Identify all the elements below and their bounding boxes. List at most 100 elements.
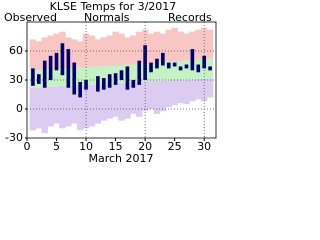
observed-bar xyxy=(143,45,147,80)
observed-bar xyxy=(166,62,171,69)
observed-bar xyxy=(60,43,65,76)
record-low-band xyxy=(47,86,54,127)
normal-band xyxy=(171,61,178,80)
observed-bar xyxy=(48,55,53,80)
record-low-band xyxy=(59,85,66,129)
observed-bar xyxy=(149,62,153,73)
legend-entry: Records xyxy=(168,11,212,24)
observed-bar xyxy=(107,74,112,88)
x-tick-label: 15 xyxy=(109,140,123,153)
observed-bar xyxy=(101,78,106,90)
record-low-band xyxy=(141,81,149,111)
record-high-band xyxy=(29,39,37,71)
record-low-band xyxy=(118,82,125,121)
record-high-band xyxy=(41,37,48,70)
record-high-band xyxy=(206,29,214,59)
record-high-band xyxy=(189,31,196,61)
record-low-band xyxy=(88,84,96,127)
observed-bar xyxy=(54,52,59,71)
record-high-band xyxy=(135,31,143,64)
record-low-band xyxy=(41,86,48,134)
record-high-band xyxy=(118,33,125,66)
record-high-band xyxy=(70,39,78,69)
record-high-band xyxy=(165,29,173,62)
record-high-band xyxy=(82,33,90,68)
record-low-band xyxy=(130,81,137,114)
observed-bar xyxy=(96,76,100,92)
legend-entry: Normals xyxy=(84,11,130,24)
record-low-band xyxy=(165,80,173,108)
record-low-band xyxy=(171,80,178,106)
record-low-band xyxy=(65,85,72,127)
record-low-band xyxy=(112,82,119,117)
record-low-band xyxy=(29,87,37,131)
record-low-band xyxy=(35,87,43,129)
normal-band xyxy=(189,60,196,80)
observed-bar xyxy=(161,52,165,66)
x-tick-label: 20 xyxy=(138,140,152,153)
record-low-band xyxy=(200,79,208,102)
record-low-band xyxy=(177,80,184,104)
normal-band xyxy=(100,66,108,84)
record-low-band xyxy=(189,80,196,102)
record-high-band xyxy=(147,33,155,64)
record-low-band xyxy=(153,80,161,114)
record-high-band xyxy=(177,31,184,62)
observed-bar xyxy=(208,66,212,71)
observed-bar xyxy=(78,81,82,98)
observed-bar xyxy=(113,73,118,85)
observed-bar xyxy=(72,62,77,95)
record-high-band xyxy=(53,33,60,70)
observed-bar xyxy=(196,64,201,73)
record-low-band xyxy=(183,80,190,105)
record-low-band xyxy=(147,80,155,109)
observed-bar xyxy=(178,66,183,71)
observed-bar xyxy=(137,60,142,85)
observed-bar xyxy=(172,62,177,67)
normal-band xyxy=(76,67,84,85)
record-high-band xyxy=(112,31,119,66)
x-tick-label: 10 xyxy=(79,140,93,153)
record-high-band xyxy=(153,31,161,63)
record-low-band xyxy=(76,84,84,131)
normal-band xyxy=(94,66,102,84)
x-tick-label: 0 xyxy=(24,140,31,153)
normal-band xyxy=(153,62,161,81)
record-high-band xyxy=(47,35,54,70)
observed-bar xyxy=(31,68,35,86)
record-high-band xyxy=(124,37,131,65)
observed-bar xyxy=(84,80,88,90)
record-low-band xyxy=(100,83,108,121)
x-axis-label: March 2017 xyxy=(88,152,153,165)
chart-title: KLSE Temps for 3/2017 xyxy=(50,0,177,13)
record-low-band xyxy=(159,80,167,111)
observed-bar xyxy=(155,58,159,69)
observed-bar xyxy=(119,70,124,80)
y-tick-label: 30 xyxy=(9,73,23,86)
observed-bar xyxy=(66,49,71,88)
y-tick-label: 0 xyxy=(16,102,23,115)
record-low-band xyxy=(124,82,131,119)
record-high-band xyxy=(130,35,137,65)
y-tick-label: -30 xyxy=(5,131,23,144)
record-low-band xyxy=(106,83,113,119)
chart: KLSE Temps for 3/2017 March 2017 -300306… xyxy=(4,0,217,165)
observed-bar xyxy=(37,74,41,84)
record-high-band xyxy=(76,41,84,68)
normal-band xyxy=(165,61,173,81)
page: KLSE Temps for 3/2017 March 2017 -30 0 30 6… xyxy=(4,0,217,165)
observed-bar xyxy=(190,49,195,71)
record-low-band xyxy=(135,81,143,117)
record-low-band xyxy=(94,83,102,124)
record-high-band xyxy=(100,37,108,67)
record-high-band xyxy=(183,33,190,61)
x-tick-label: 30 xyxy=(197,140,211,153)
normal-band xyxy=(88,66,96,85)
legend-entry: Observed xyxy=(4,11,57,24)
y-tick-label: 60 xyxy=(9,44,23,57)
normal-band xyxy=(183,60,190,80)
plot-frame xyxy=(26,21,217,139)
observed-bar xyxy=(202,55,206,69)
normal-band xyxy=(59,68,66,86)
observed-bar xyxy=(131,80,136,88)
